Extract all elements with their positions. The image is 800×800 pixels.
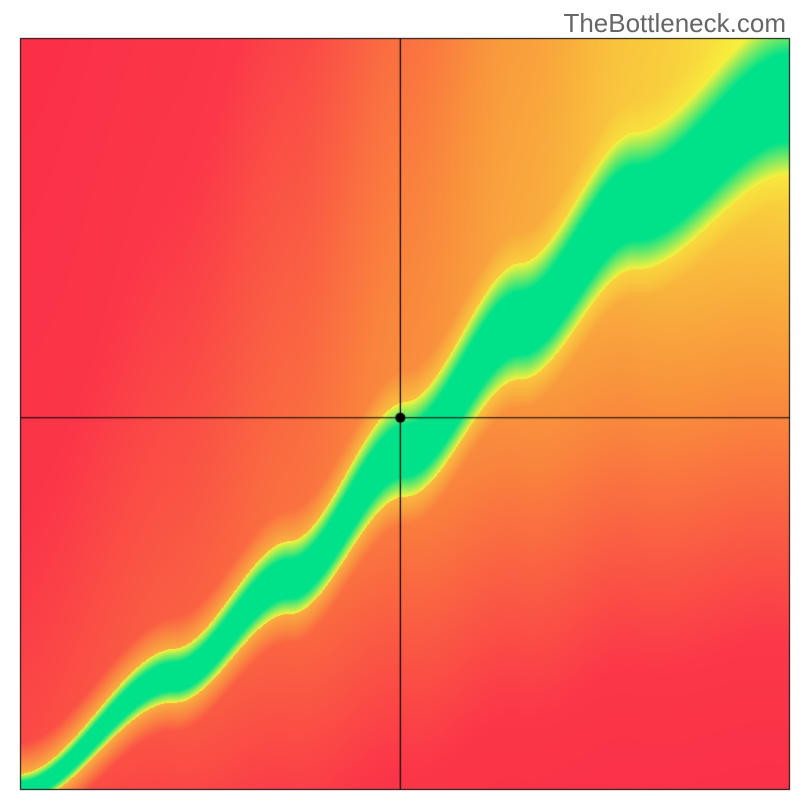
chart-container: TheBottleneck.com [0, 0, 800, 800]
bottleneck-heatmap [0, 0, 800, 800]
watermark-text: TheBottleneck.com [563, 8, 786, 39]
